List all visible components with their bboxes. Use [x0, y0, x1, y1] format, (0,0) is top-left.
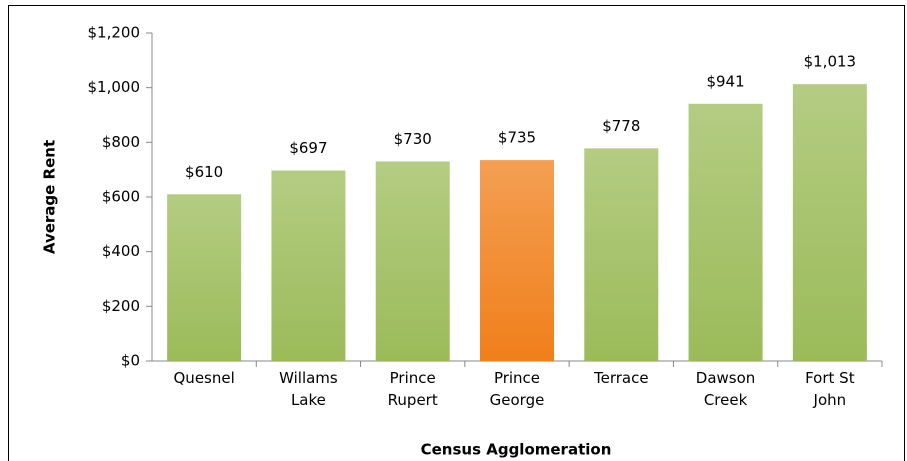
y-tick-label: $1,200 — [88, 24, 141, 42]
value-label: $941 — [706, 72, 744, 90]
bar — [792, 84, 867, 361]
value-label: $610 — [185, 163, 223, 181]
bar — [480, 160, 554, 361]
value-label: $735 — [498, 129, 536, 147]
y-tick-label: $600 — [102, 188, 140, 206]
x-axis-title: Census Agglomeration — [421, 441, 612, 459]
x-tick-label: Willams Lake — [279, 369, 338, 409]
x-tick-label: Fort St John — [805, 369, 855, 409]
bar — [375, 161, 450, 361]
x-tick-label: Prince Rupert — [387, 369, 438, 409]
x-tick-label: Prince George — [489, 369, 545, 409]
y-tick-label: $0 — [121, 352, 140, 370]
x-tick-label: Terrace — [593, 369, 649, 387]
y-tick-label: $1,000 — [88, 78, 141, 96]
value-label: $730 — [394, 130, 432, 148]
y-tick-label: $400 — [102, 242, 140, 260]
bar — [584, 148, 659, 361]
bar — [167, 194, 242, 361]
chart-frame — [8, 5, 905, 461]
value-label: $778 — [602, 117, 640, 135]
x-tick-label: Quesnel — [173, 369, 235, 387]
bar — [271, 170, 346, 361]
value-label: $697 — [289, 139, 327, 157]
bar — [688, 103, 763, 361]
y-tick-label: $800 — [102, 133, 140, 151]
y-tick-label: $200 — [102, 297, 140, 315]
y-axis-title: Average Rent — [41, 140, 59, 254]
x-tick-label: Dawson Creek — [695, 369, 756, 409]
value-label: $1,013 — [804, 53, 857, 71]
